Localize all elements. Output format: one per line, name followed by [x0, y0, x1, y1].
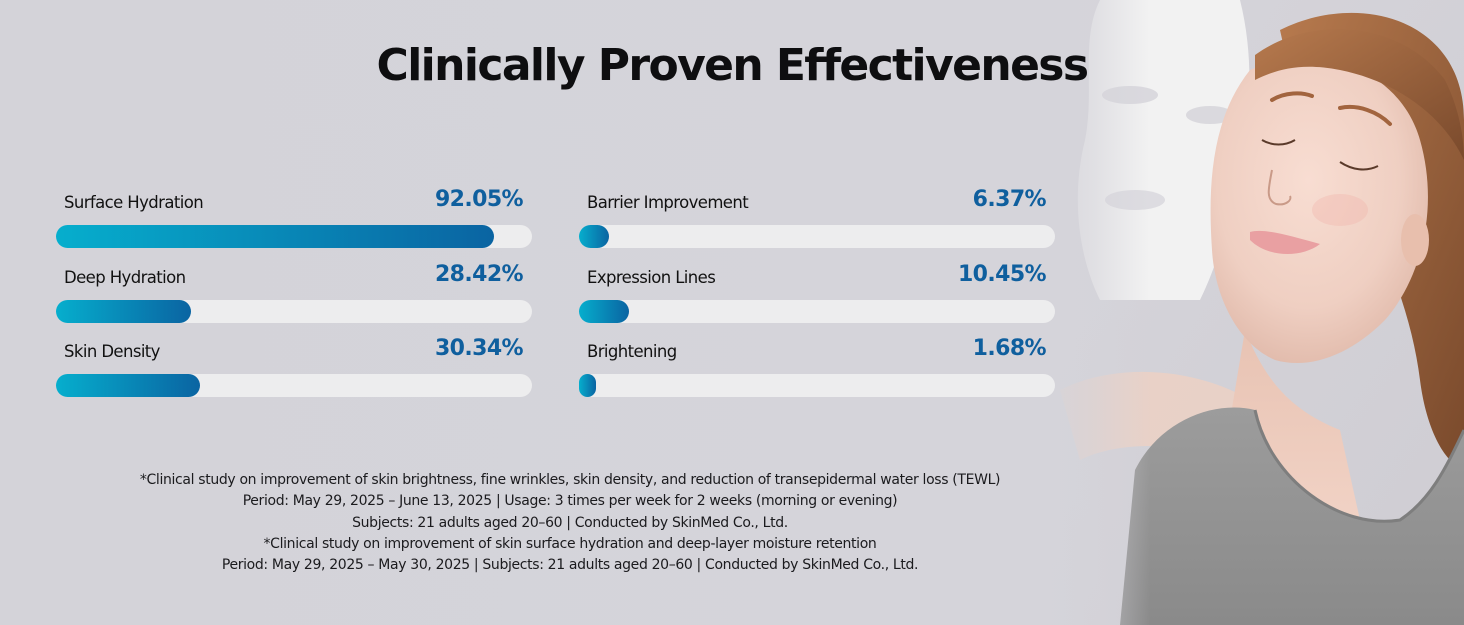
progress-track [56, 299, 532, 323]
metric-value-label: 6.37% [972, 187, 1047, 212]
metric-label: Barrier Improvement [587, 193, 749, 212]
metric-row: Deep Hydration 28.42% [55, 261, 533, 336]
metric-header: Brightening 1.68% [578, 335, 1056, 375]
metric-label: Brightening [587, 342, 677, 361]
model-photo [1040, 0, 1464, 625]
photo-fade-overlay [1040, 0, 1150, 625]
progress-fill [56, 374, 201, 397]
metric-value-label: 1.68% [972, 336, 1047, 361]
metric-row: Expression Lines 10.45% [578, 261, 1056, 336]
footnote-line: Period: May 29, 2025 – May 30, 2025 | Su… [221, 557, 919, 574]
metrics-column-left: Surface Hydration 92.05% Deep Hydration 28.… [55, 186, 533, 410]
footnote-line: *Clinical study on improvement of skin b… [139, 472, 1001, 488]
metric-row: Barrier Improvement 6.37% [578, 186, 1056, 261]
progress-fill [56, 225, 495, 248]
metric-label: Deep Hydration [64, 267, 186, 287]
metrics-column-right: Barrier Improvement 6.37% Expression Lines… [578, 186, 1056, 410]
metric-value-label: 30.34% [434, 336, 524, 361]
footnote-line: Subjects: 21 adults aged 20–60 | Conduct… [352, 514, 788, 531]
footnote-line: Period: May 29, 2025 – June 13, 2025 | U… [242, 493, 898, 510]
metric-header: Surface Hydration 92.05% [55, 186, 533, 226]
metric-row: Skin Density 30.34% [55, 335, 533, 410]
title-wrap: Clinically Proven Effectiveness [0, 40, 1464, 91]
metric-label: Skin Density [64, 342, 160, 361]
progress-track [579, 225, 1055, 248]
progress-track [579, 299, 1055, 323]
progress-fill [579, 299, 629, 323]
progress-fill [56, 299, 192, 323]
metric-label: Expression Lines [587, 267, 716, 287]
metric-value-label: 10.45% [957, 261, 1047, 287]
progress-fill [579, 374, 596, 397]
metric-header: Deep Hydration 28.42% [55, 261, 533, 301]
metric-header: Barrier Improvement 6.37% [578, 186, 1056, 226]
footnote-line: *Clinical study on improvement of skin s… [263, 535, 877, 552]
metric-header: Skin Density 30.34% [55, 335, 533, 375]
metric-value-label: 28.42% [434, 261, 524, 287]
metric-label: Surface Hydration [64, 193, 204, 212]
metric-row: Surface Hydration 92.05% [55, 186, 533, 261]
page-title: Clinically Proven Effectiveness [376, 40, 1090, 91]
progress-track [579, 374, 1055, 397]
footnotes: *Clinical study on improvement of skin b… [70, 470, 1070, 576]
metric-value-label: 92.05% [434, 187, 524, 212]
progress-track [56, 374, 532, 397]
progress-track [56, 225, 532, 248]
metric-header: Expression Lines 10.45% [578, 261, 1056, 301]
metric-row: Brightening 1.68% [578, 335, 1056, 410]
progress-fill [579, 225, 610, 248]
